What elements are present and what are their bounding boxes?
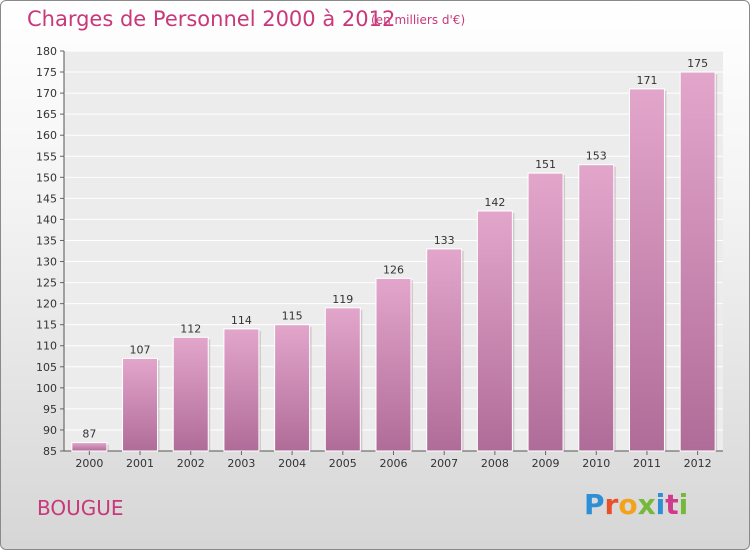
x-tick-label: 2009 (532, 457, 560, 470)
logo-letter: x (637, 488, 656, 521)
y-tick-label: 100 (36, 382, 57, 395)
y-tick-label: 155 (36, 150, 57, 163)
y-tick-label: 180 (36, 45, 57, 58)
x-tick-label: 2010 (582, 457, 610, 470)
y-tick-label: 135 (36, 234, 57, 247)
bar (628, 88, 665, 452)
logo-letter: r (604, 488, 619, 521)
bar (324, 307, 361, 452)
y-tick-label: 110 (36, 340, 57, 353)
x-tick-label: 2008 (481, 457, 509, 470)
y-tick-label: 105 (36, 361, 57, 374)
proxiti-logo: Proxiti (584, 488, 688, 521)
y-tick-label: 125 (36, 277, 57, 290)
y-tick-label: 130 (36, 256, 57, 269)
x-tick-label: 2000 (75, 457, 103, 470)
bar (375, 277, 412, 452)
chart-title: Charges de Personnel 2000 à 2012 (27, 7, 396, 31)
y-tick-label: 145 (36, 192, 57, 205)
logo-letter: o (618, 488, 638, 521)
bar (71, 442, 108, 452)
logo-letter: i (678, 488, 689, 521)
commune-name: BOUGUE (37, 496, 124, 520)
bar (578, 164, 615, 452)
data-label: 142 (484, 196, 505, 209)
x-tick-label: 2004 (278, 457, 306, 470)
chart-subtitle: (en milliers d'€) (371, 13, 466, 27)
x-tick-label: 2007 (430, 457, 458, 470)
y-tick-label: 85 (43, 445, 57, 458)
data-label: 119 (332, 293, 353, 306)
bar (274, 324, 311, 452)
logo-letter: t (665, 488, 679, 521)
bar (527, 172, 564, 452)
y-tick-label: 140 (36, 213, 57, 226)
x-tick-label: 2011 (633, 457, 661, 470)
y-tick-label: 120 (36, 298, 57, 311)
y-tick-label: 160 (36, 129, 57, 142)
bar (122, 357, 159, 452)
data-label: 87 (82, 428, 96, 441)
x-tick-label: 2005 (329, 457, 357, 470)
bar (426, 248, 463, 452)
y-tick-label: 170 (36, 87, 57, 100)
data-label: 175 (687, 57, 708, 70)
x-tick-label: 2003 (227, 457, 255, 470)
logo-letter: P (584, 488, 605, 521)
data-label: 153 (586, 150, 607, 163)
data-label: 171 (636, 74, 657, 87)
bar (679, 71, 716, 452)
x-tick-label: 2001 (126, 457, 154, 470)
y-tick-label: 95 (43, 403, 57, 416)
bar (172, 336, 209, 452)
data-label: 112 (180, 322, 201, 335)
y-tick-label: 150 (36, 171, 57, 184)
y-tick-label: 175 (36, 66, 57, 79)
bar (223, 328, 260, 452)
y-tick-label: 90 (43, 424, 57, 437)
y-tick-label: 165 (36, 108, 57, 121)
y-tick-label: 115 (36, 319, 57, 332)
x-tick-label: 2006 (380, 457, 408, 470)
data-label: 115 (282, 310, 303, 323)
bar (476, 210, 513, 452)
data-label: 107 (130, 343, 151, 356)
logo-letter: i (655, 488, 666, 521)
x-tick-label: 2012 (684, 457, 712, 470)
data-label: 151 (535, 158, 556, 171)
x-tick-label: 2002 (177, 457, 205, 470)
data-label: 114 (231, 314, 252, 327)
data-label: 126 (383, 263, 404, 276)
data-label: 133 (434, 234, 455, 247)
